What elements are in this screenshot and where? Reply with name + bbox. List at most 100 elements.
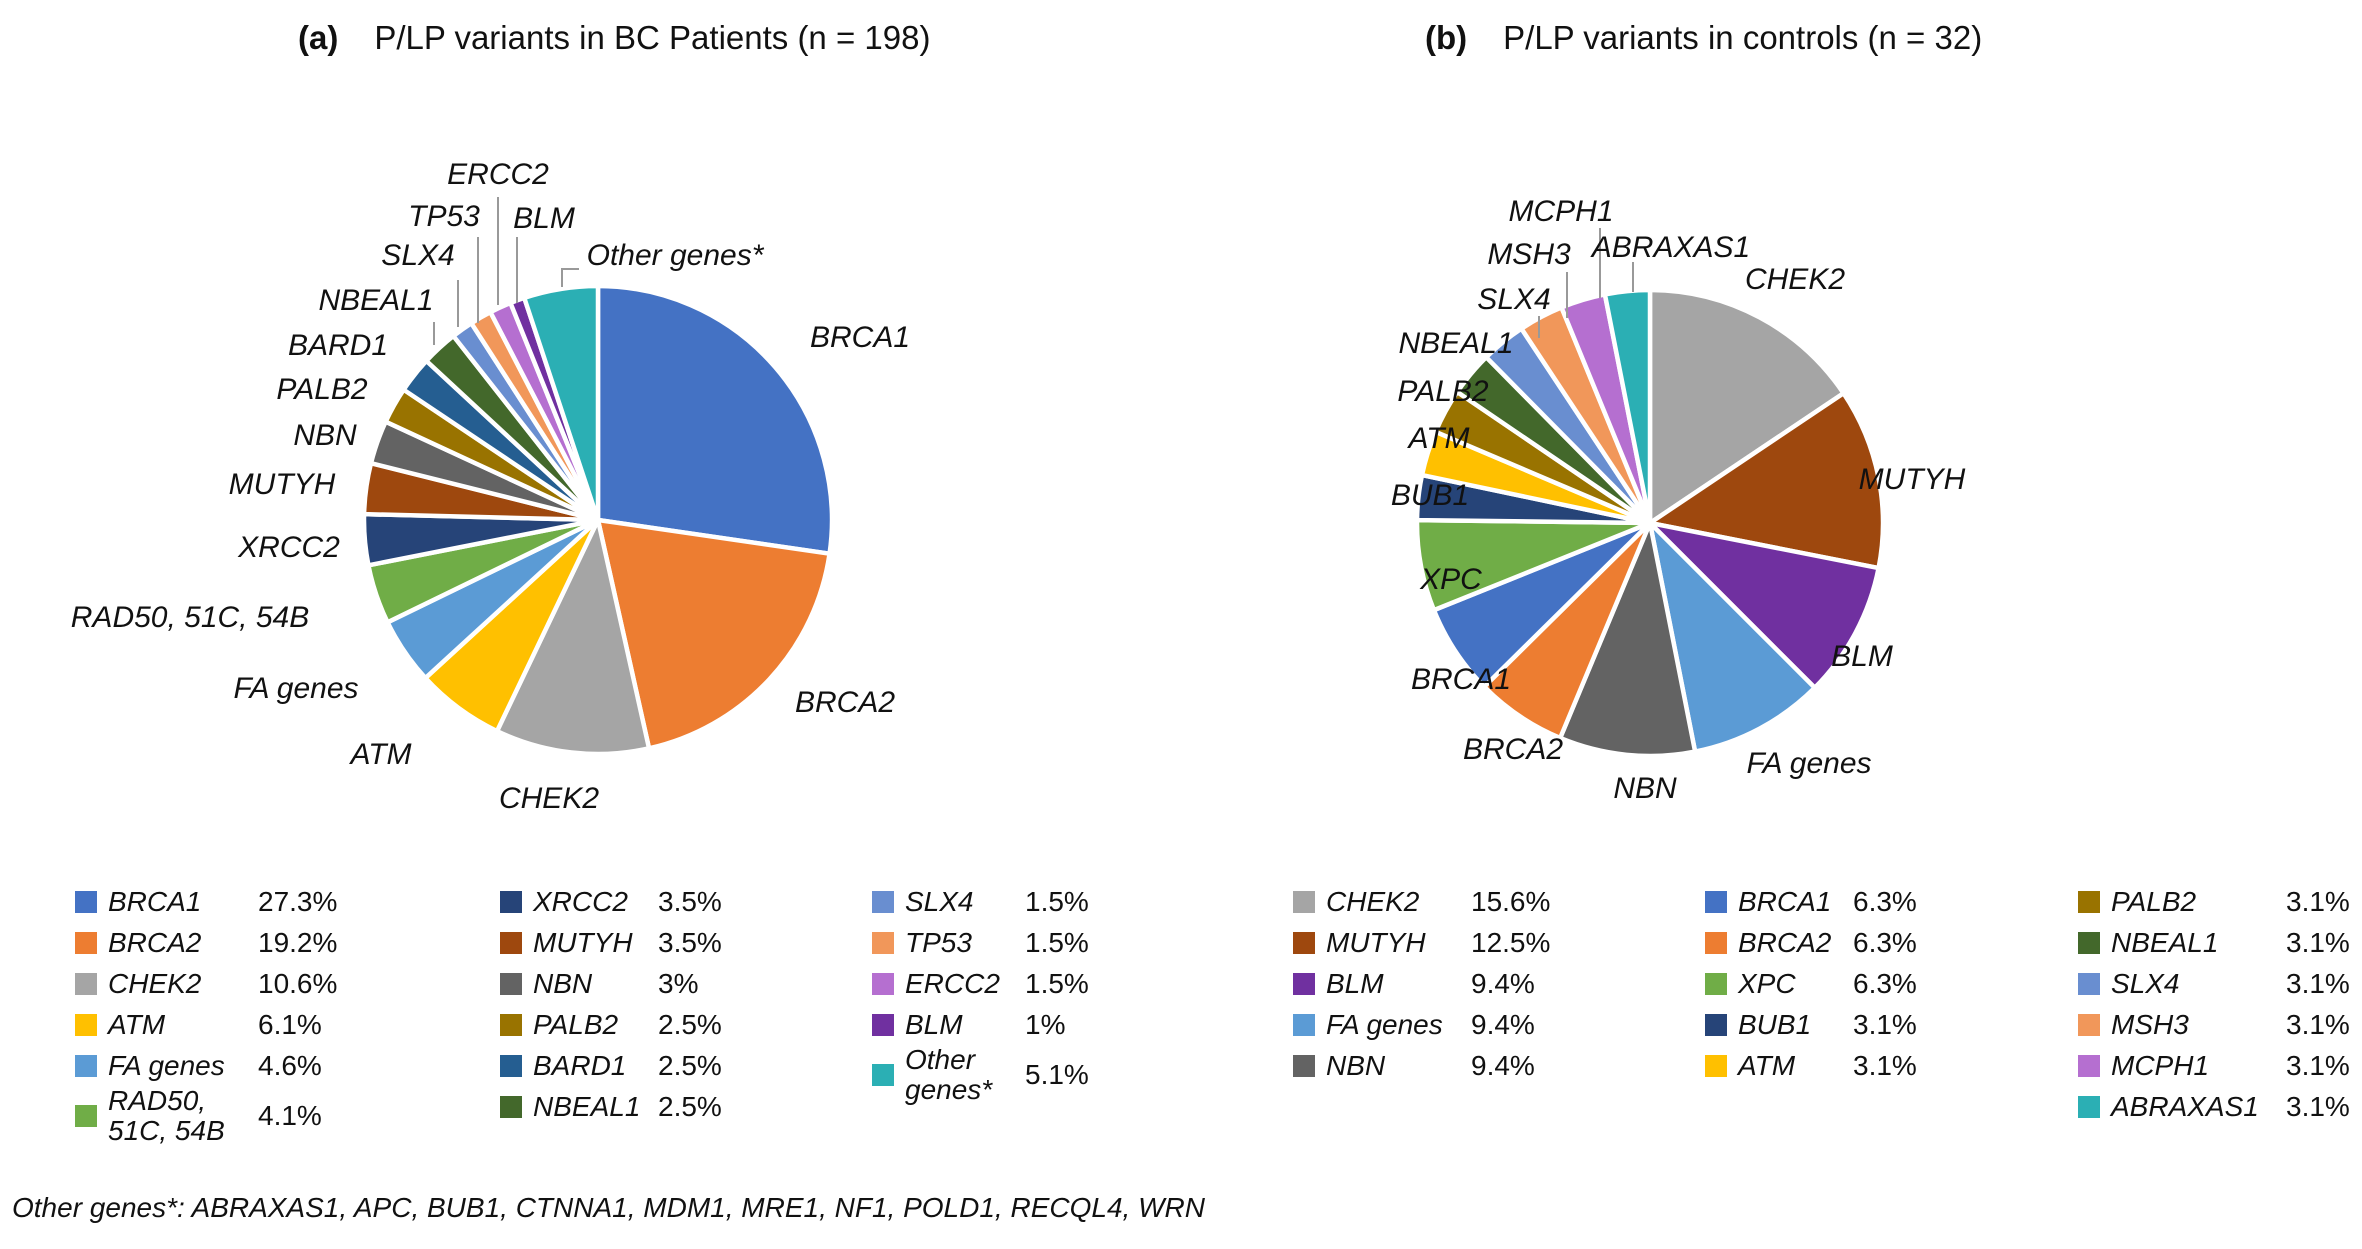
legend-item-brca2: BRCA2 6.3% xyxy=(1705,922,1917,963)
pie-b-label-palb2: PALB2 xyxy=(1397,375,1489,408)
legend-item-brca1: BRCA1 27.3% xyxy=(75,881,337,922)
legend-label: ATM xyxy=(108,1008,166,1040)
legend-swatch xyxy=(1705,890,1727,913)
panel-b-tag: (b) xyxy=(1425,19,1468,56)
legend-label: FA genes xyxy=(108,1049,225,1081)
pie-b-label-chek2: CHEK2 xyxy=(1744,263,1846,296)
legend-swatch xyxy=(500,1054,522,1077)
pie-slice-other-genes xyxy=(522,283,601,523)
pie-b-label-msh3: MSH3 xyxy=(1487,238,1571,271)
legend-percent: 10.6% xyxy=(258,967,338,999)
legend-item-rad50-51c-54b: RAD50, 51C, 54B 4.1% xyxy=(75,1086,337,1145)
legend-percent: 9.4% xyxy=(1471,967,1535,999)
legend-b-col2: BRCA1 6.3% BRCA2 6.3% XPC 6.3% BUB1 3.1% ATM 3.1% xyxy=(1705,881,1917,1086)
legend-swatch xyxy=(75,931,97,954)
legend-item-slx4: SLX4 3.1% xyxy=(2078,963,2350,1004)
legend-swatch xyxy=(1705,972,1727,995)
legend-item-xrcc2: XRCC2 3.5% xyxy=(500,881,722,922)
legend-swatch xyxy=(2078,931,2100,954)
legend-swatch xyxy=(872,972,894,995)
pie-a-label-brca1: BRCA1 xyxy=(809,321,911,354)
pie-b-label-mcph1: MCPH1 xyxy=(1508,195,1614,228)
legend-b-col1: CHEK2 15.6% MUTYH 12.5% BLM 9.4% FA genes 9.4% N… xyxy=(1293,881,1550,1086)
legend-percent: 27.3% xyxy=(258,885,338,917)
legend-item-palb2: PALB2 2.5% xyxy=(500,1004,722,1045)
legend-label: NBN xyxy=(533,967,593,999)
legend-item-blm: BLM 1% xyxy=(872,1004,1089,1045)
legend-item-brca2: BRCA2 19.2% xyxy=(75,922,337,963)
panel-a-title: (a) P/LP variants in BC Patients (n = 19… xyxy=(298,18,930,58)
legend-item-tp53: TP53 1.5% xyxy=(872,922,1089,963)
legend-swatch xyxy=(2078,890,2100,913)
legend-percent: 6.1% xyxy=(258,1008,322,1040)
leader-line xyxy=(516,237,518,303)
legend-swatch xyxy=(500,1013,522,1036)
leader-line xyxy=(561,268,563,287)
legend-label: BRCA2 xyxy=(108,926,202,958)
legend-percent: 9.4% xyxy=(1471,1008,1535,1040)
legend-item-msh3: MSH3 3.1% xyxy=(2078,1004,2350,1045)
legend-swatch xyxy=(1705,1013,1727,1036)
legend-label: PALB2 xyxy=(2111,885,2197,917)
legend-item-brca1: BRCA1 6.3% xyxy=(1705,881,1917,922)
panel-b-title-text: P/LP variants in controls (n = 32) xyxy=(1503,19,1983,56)
pie-b-label-brca1: BRCA1 xyxy=(1410,663,1512,696)
legend-label: NBN xyxy=(1326,1049,1386,1081)
pie-a-label-fa-genes: FA genes xyxy=(233,672,359,705)
legend-percent: 2.5% xyxy=(658,1090,722,1122)
leader-line xyxy=(433,322,435,345)
legend-swatch xyxy=(872,1063,894,1086)
legend-swatch xyxy=(75,972,97,995)
pie-slice-brca2 xyxy=(595,517,832,751)
legend-swatch xyxy=(2078,972,2100,995)
legend-label: BRCA1 xyxy=(108,885,202,917)
pie-a-label-palb2: PALB2 xyxy=(276,373,368,406)
pie-slice-chek2 xyxy=(494,517,652,757)
legend-percent: 3.1% xyxy=(2286,885,2350,917)
legend-label: FA genes xyxy=(1326,1008,1443,1040)
pie-b-label-nbeal1: NBEAL1 xyxy=(1398,327,1514,360)
legend-label: BLM xyxy=(1326,967,1384,999)
legend-label: CHEK2 xyxy=(108,967,202,999)
legend-percent: 1% xyxy=(1025,1008,1066,1040)
legend-label: RAD50, 51C, 54B xyxy=(108,1085,225,1146)
legend-item-chek2: CHEK2 10.6% xyxy=(75,963,337,1004)
legend-swatch xyxy=(2078,1013,2100,1036)
pie-slice-nbn xyxy=(1557,520,1698,759)
legend-label: MUTYH xyxy=(1326,926,1426,958)
legend-item-mcph1: MCPH1 3.1% xyxy=(2078,1045,2350,1086)
legend-item-bard1: BARD1 2.5% xyxy=(500,1045,722,1086)
legend-swatch xyxy=(75,1104,97,1127)
legend-label: BUB1 xyxy=(1738,1008,1812,1040)
pie-slice-blm xyxy=(1647,520,1881,691)
legend-percent: 9.4% xyxy=(1471,1049,1535,1081)
pie-b-label-fa-genes: FA genes xyxy=(1746,747,1872,780)
legend-item-other-genes: Other genes* 5.1% xyxy=(872,1045,1089,1104)
legend-label: SLX4 xyxy=(2111,967,2180,999)
leader-line xyxy=(1566,272,1568,318)
legend-swatch xyxy=(75,890,97,913)
legend-percent: 2.5% xyxy=(658,1008,722,1040)
panel-b-title: (b) P/LP variants in controls (n = 32) xyxy=(1425,18,1982,58)
legend-percent: 3.1% xyxy=(2286,1008,2350,1040)
leader-line xyxy=(1538,316,1540,338)
legend-item-ercc2: ERCC2 1.5% xyxy=(872,963,1089,1004)
pie-b-label-blm: BLM xyxy=(1831,640,1893,673)
legend-label: MCPH1 xyxy=(2111,1049,2210,1081)
legend-item-atm: ATM 6.1% xyxy=(75,1004,337,1045)
panel-a-title-text: P/LP variants in BC Patients (n = 198) xyxy=(374,19,931,56)
legend-item-xpc: XPC 6.3% xyxy=(1705,963,1917,1004)
legend-percent: 3.1% xyxy=(2286,926,2350,958)
pie-slice-abraxas1 xyxy=(1602,287,1653,526)
pie-slice-mutyh xyxy=(1647,391,1886,571)
legend-swatch xyxy=(1705,1054,1727,1077)
pie-b-label-bub1: BUB1 xyxy=(1390,479,1470,512)
legend-item-nbn: NBN 9.4% xyxy=(1293,1045,1550,1086)
legend-item-chek2: CHEK2 15.6% xyxy=(1293,881,1550,922)
pie-b-label-nbn: NBN xyxy=(1613,772,1677,805)
legend-percent: 1.5% xyxy=(1025,967,1089,999)
legend-percent: 3.5% xyxy=(658,885,722,917)
legend-swatch xyxy=(872,931,894,954)
legend-a-col1: BRCA1 27.3% BRCA2 19.2% CHEK2 10.6% ATM 6.1% FA … xyxy=(75,881,337,1145)
figure-footnote: Other genes*: ABRAXAS1, APC, BUB1, CTNNA… xyxy=(12,1192,1205,1223)
